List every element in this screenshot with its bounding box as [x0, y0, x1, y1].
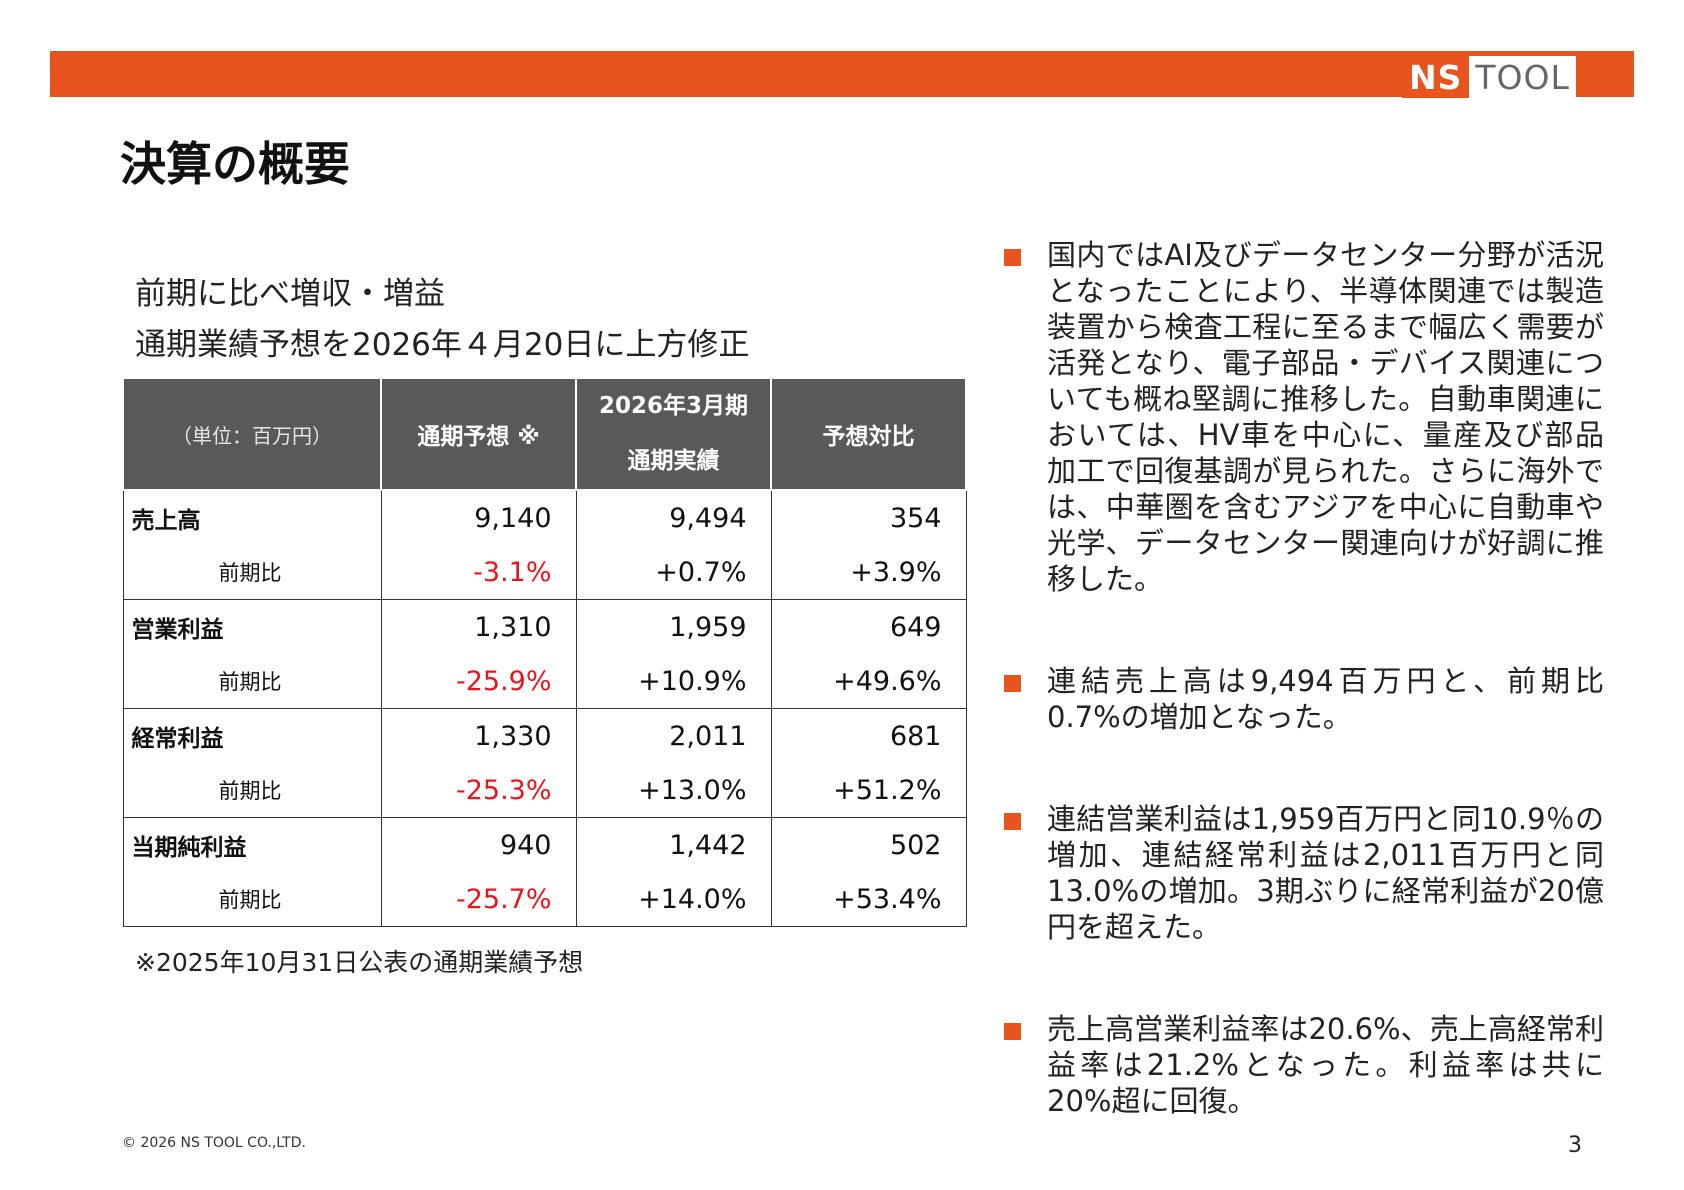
bullet-text: 国内ではAI及びデータセンター分野が活況となったことにより、半導体関連では製造装…	[1047, 238, 1604, 596]
diff-yoy: +53.4%	[770, 872, 967, 927]
forecast-yoy: -25.7%	[380, 872, 577, 927]
financial-table: （単位：百万円） 通期予想 ※ 2026年3月期 通期実績 予想対比 売上高 9…	[122, 377, 967, 927]
logo-tool: TOOL	[1469, 56, 1576, 98]
bullet-text: 連結営業利益は1,959百万円と同10.9％の増加、連結経常利益は2,011百万…	[1047, 802, 1604, 944]
actual-value: 1,442	[575, 817, 772, 872]
table-header-row: （単位：百万円） 通期予想 ※ 2026年3月期 通期実績 予想対比	[122, 377, 967, 491]
forecast-value: 1,330	[380, 708, 577, 763]
header-actual: 2026年3月期 通期実績	[575, 377, 772, 491]
diff-value: 681	[770, 708, 967, 763]
summary-line-1: 前期に比べ増収・増益	[135, 276, 445, 312]
table-row-yoy: 前期比 -25.3% +13.0% +51.2%	[122, 763, 967, 818]
yoy-label: 前期比	[122, 872, 382, 927]
actual-value: 9,494	[575, 489, 772, 545]
table-row: 経常利益 1,330 2,011 681	[122, 708, 967, 763]
actual-value: 1,959	[575, 599, 772, 654]
square-bullet-icon	[1004, 675, 1021, 692]
header-actual-label: 通期実績	[627, 448, 720, 474]
table-row: 当期純利益 940 1,442 502	[122, 817, 967, 872]
row-label: 経常利益	[122, 708, 382, 763]
row-label: 売上高	[122, 489, 382, 545]
actual-value: 2,011	[575, 708, 772, 763]
header-diff: 予想対比	[770, 377, 967, 491]
table-row: 営業利益 1,310 1,959 649	[122, 599, 967, 654]
list-item: 国内ではAI及びデータセンター分野が活況となったことにより、半導体関連では製造装…	[1004, 237, 1604, 597]
diff-value: 354	[770, 489, 967, 545]
header-bar	[50, 51, 1634, 97]
table-row-yoy: 前期比 -3.1% +0.7% +3.9%	[122, 545, 967, 600]
actual-yoy: +10.9%	[575, 654, 772, 709]
list-item: 連結売上高は9,494百万円と、前期比0.7%の増加となった。	[1004, 663, 1604, 735]
header-unit: （単位：百万円）	[122, 377, 382, 491]
row-label: 当期純利益	[122, 817, 382, 872]
bullet-text: 売上高営業利益率は20.6%、売上高経常利益率は21.2%となった。利益率は共に…	[1047, 1012, 1604, 1118]
summary-line-2: 通期業績予想を2026年４月20日に上方修正	[135, 327, 750, 363]
diff-yoy: +3.9%	[770, 545, 967, 600]
list-item: 売上高営業利益率は20.6%、売上高経常利益率は21.2%となった。利益率は共に…	[1004, 1011, 1604, 1119]
table-footnote: ※2025年10月31日公表の通期業績予想	[135, 948, 584, 977]
logo-ns: NS	[1402, 56, 1470, 98]
forecast-value: 1,310	[380, 599, 577, 654]
yoy-label: 前期比	[122, 763, 382, 818]
square-bullet-icon	[1004, 249, 1021, 266]
forecast-value: 940	[380, 817, 577, 872]
commentary-list: 国内ではAI及びデータセンター分野が活況となったことにより、半導体関連では製造装…	[1004, 237, 1604, 1119]
actual-yoy: +13.0%	[575, 763, 772, 818]
forecast-value: 9,140	[380, 489, 577, 545]
yoy-label: 前期比	[122, 545, 382, 600]
table-row: 売上高 9,140 9,494 354	[122, 489, 967, 545]
copyright: © 2026 NS TOOL CO.,LTD.	[122, 1135, 306, 1151]
header-actual-period: 2026年3月期	[598, 393, 749, 419]
yoy-label: 前期比	[122, 654, 382, 709]
list-item: 連結営業利益は1,959百万円と同10.9％の増加、連結経常利益は2,011百万…	[1004, 801, 1604, 945]
company-logo: NS TOOL	[1402, 56, 1576, 98]
row-label: 営業利益	[122, 599, 382, 654]
header-forecast: 通期予想 ※	[380, 377, 577, 491]
page-title: 決算の概要	[120, 137, 350, 191]
square-bullet-icon	[1004, 1023, 1021, 1040]
diff-yoy: +49.6%	[770, 654, 967, 709]
forecast-yoy: -25.3%	[380, 763, 577, 818]
actual-yoy: +14.0%	[575, 872, 772, 927]
square-bullet-icon	[1004, 813, 1021, 830]
forecast-yoy: -25.9%	[380, 654, 577, 709]
page-number: 3	[1568, 1133, 1582, 1158]
diff-yoy: +51.2%	[770, 763, 967, 818]
table-row-yoy: 前期比 -25.7% +14.0% +53.4%	[122, 872, 967, 927]
bullet-text: 連結売上高は9,494百万円と、前期比0.7%の増加となった。	[1047, 664, 1604, 734]
actual-yoy: +0.7%	[575, 545, 772, 600]
diff-value: 649	[770, 599, 967, 654]
forecast-yoy: -3.1%	[380, 545, 577, 600]
table-row-yoy: 前期比 -25.9% +10.9% +49.6%	[122, 654, 967, 709]
diff-value: 502	[770, 817, 967, 872]
